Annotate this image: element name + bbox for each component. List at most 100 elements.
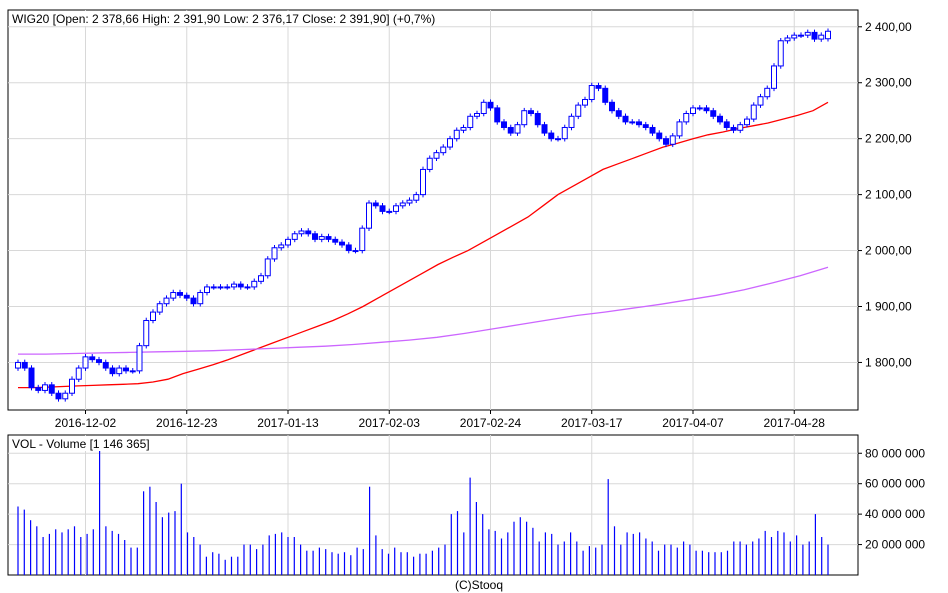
candle-body (312, 233, 318, 240)
candle-body (183, 294, 190, 299)
volume-bars (17, 450, 829, 575)
volume-panel: 20 000 000 40 000 000 60 000 000 80 000 000… (7, 434, 925, 576)
volume-y-tick-label: 80 000 000 (865, 446, 925, 460)
price-panel: 1 800,00 1 900,00 2 000,00 2 100,00 2 200,00… (7, 9, 912, 430)
candle-body (35, 387, 42, 391)
ma-long-line (18, 266, 829, 355)
candle-body (447, 138, 453, 148)
candle-body (582, 99, 588, 106)
candle-body (561, 126, 568, 140)
candle-body (62, 392, 69, 400)
candle-body (55, 392, 62, 400)
price-y-tick-label: 2 200,00 (865, 132, 912, 146)
x-tick-label: 2016-12-02 (55, 416, 117, 430)
candle-body (318, 236, 325, 240)
candle-body (737, 124, 744, 131)
candle-body (649, 126, 656, 134)
candle-body (669, 135, 676, 145)
candle-body (690, 107, 696, 114)
candle-body (629, 121, 636, 124)
candle-body (325, 236, 332, 240)
price-y-tick-label: 1 800,00 (865, 355, 912, 369)
candle-body (231, 283, 237, 288)
candle-body (298, 230, 305, 235)
candle-body (467, 115, 474, 128)
price-header: WIG20 [Open: 2 378,66 High: 2 391,90 Low… (12, 12, 435, 26)
candle-body (622, 115, 629, 123)
candle-body (480, 101, 487, 114)
candle-body (784, 37, 791, 42)
candle-body (224, 286, 231, 289)
candle-body (48, 384, 55, 394)
candle-body (156, 303, 163, 313)
candle-body (440, 146, 447, 154)
candle-body (555, 138, 561, 141)
candle-body (28, 367, 35, 389)
candle-body (528, 110, 534, 114)
volume-y-tick-label: 40 000 000 (865, 507, 925, 521)
price-plot-frame (7, 9, 859, 411)
candle-body (656, 132, 663, 140)
candle-body (636, 121, 642, 126)
candle-body (75, 367, 82, 380)
candle-body (237, 283, 244, 288)
candle-body (744, 118, 750, 126)
candle-body (521, 110, 528, 126)
candle-body (150, 311, 156, 321)
candle-body (15, 361, 21, 369)
candle-body (102, 361, 109, 369)
volume-header: VOL - Volume [1 146 365] (12, 437, 150, 451)
candle-body (663, 138, 669, 145)
candle-body (703, 107, 710, 112)
candle-body (42, 384, 48, 391)
candle-body (683, 112, 690, 123)
candle-body (386, 210, 393, 213)
candle-body (244, 286, 251, 289)
candle-body (609, 101, 615, 112)
candle-body (291, 233, 298, 240)
x-tick-label: 2017-04-28 (764, 416, 826, 430)
candle-body (811, 31, 818, 40)
candle-body (210, 286, 217, 289)
candle-body (116, 367, 123, 375)
candle-body (339, 241, 345, 246)
price-y-tick-label: 1 900,00 (865, 300, 912, 314)
candle-body (393, 205, 399, 212)
candle-body (804, 31, 811, 36)
candle-body (123, 367, 129, 372)
candle-body (129, 370, 136, 373)
candle-body (204, 286, 210, 294)
candle-body (771, 65, 777, 89)
candle-body (798, 34, 804, 37)
candle-body (96, 359, 102, 363)
price-y-tick-label: 2 000,00 (865, 244, 912, 258)
candle-body (602, 87, 609, 103)
candle-body (332, 238, 339, 243)
candle-body (723, 121, 730, 128)
volume-y-tick-label: 20 000 000 (865, 538, 925, 552)
candle-body (541, 124, 548, 134)
candle-body (21, 361, 28, 369)
x-tick-labels: 2016-12-02 2016-12-23 2017-01-13 2017-02-03… (55, 410, 825, 430)
candle-body (514, 124, 521, 134)
x-tick-label: 2017-01-13 (257, 416, 319, 430)
candle-body (366, 202, 372, 229)
candle-body (251, 280, 258, 288)
candle-body (615, 110, 622, 117)
price-y-tick-label: 2 300,00 (865, 76, 912, 90)
price-y-tick-label: 2 400,00 (865, 20, 912, 34)
candle-body (285, 238, 291, 246)
x-tick-label: 2016-12-23 (156, 416, 218, 430)
candle-body (588, 85, 595, 101)
candle-body (82, 356, 89, 369)
candle-body (474, 112, 480, 117)
candle-body (777, 40, 784, 67)
candle-body (453, 129, 460, 140)
candle-body (825, 30, 831, 40)
candle-body (163, 297, 170, 305)
candle-body (426, 157, 433, 170)
candle-body (757, 96, 764, 106)
candle-body (305, 230, 312, 235)
candle-body (177, 292, 183, 296)
candles (15, 28, 831, 402)
